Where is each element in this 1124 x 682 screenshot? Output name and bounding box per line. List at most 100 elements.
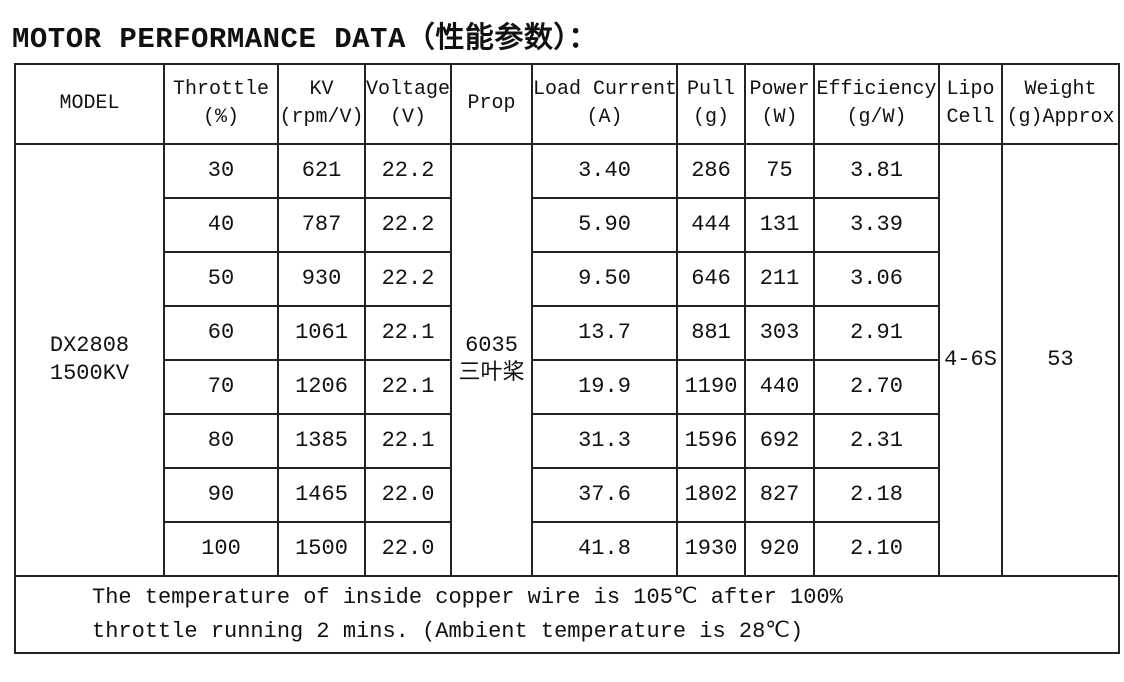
cell-line: KV bbox=[309, 78, 334, 101]
data-cell: 22.2 bbox=[364, 197, 452, 253]
lipo-cell: 4-6S bbox=[938, 143, 1003, 577]
data-row: 90 1465 22.0 37.6 1802 827 2.18 bbox=[15, 467, 1119, 523]
cell-line: 三叶桨 bbox=[458, 361, 525, 386]
data-cell: 1802 bbox=[676, 467, 746, 523]
data-cell: 444 bbox=[676, 197, 746, 253]
cell-line: (W) bbox=[761, 106, 798, 129]
cell-line: Cell bbox=[946, 106, 995, 129]
data-cell: 60 bbox=[163, 305, 279, 361]
data-cell: 920 bbox=[744, 521, 815, 577]
data-cell: 9.50 bbox=[531, 251, 678, 307]
data-cell: 80 bbox=[163, 413, 279, 469]
data-cell: 1930 bbox=[676, 521, 746, 577]
model-cell: DX2808 1500KV bbox=[14, 143, 165, 577]
data-cell: 1465 bbox=[277, 467, 366, 523]
data-cell: 2.10 bbox=[813, 521, 940, 577]
data-row: 80 1385 22.1 31.3 1596 692 2.31 bbox=[15, 413, 1119, 469]
note-cell: The temperature of inside copper wire is… bbox=[14, 575, 1120, 654]
data-cell: 5.90 bbox=[531, 197, 678, 253]
cell-line: (g) bbox=[692, 106, 729, 129]
data-cell: 2.31 bbox=[813, 413, 940, 469]
data-cell: 40 bbox=[163, 197, 279, 253]
cell-line: Lipo bbox=[946, 78, 995, 101]
cell-line: (V) bbox=[389, 106, 426, 129]
cell-line: (%) bbox=[202, 106, 239, 129]
data-cell: 22.2 bbox=[364, 143, 452, 199]
data-cell: 22.1 bbox=[364, 359, 452, 415]
note-row: The temperature of inside copper wire is… bbox=[14, 575, 1120, 654]
data-cell: 881 bbox=[676, 305, 746, 361]
data-cell: 3.81 bbox=[813, 143, 940, 199]
data-cell: 440 bbox=[744, 359, 815, 415]
cell-line: DX2808 bbox=[49, 333, 130, 358]
cell-line: Voltage bbox=[366, 78, 451, 101]
data-cell: 19.9 bbox=[531, 359, 678, 415]
data-cell: 31.3 bbox=[531, 413, 678, 469]
data-cell: 1206 bbox=[277, 359, 366, 415]
data-cell: 3.40 bbox=[531, 143, 678, 199]
data-cell: 41.8 bbox=[531, 521, 678, 577]
cell-line: Pull bbox=[686, 78, 735, 101]
data-cell: 22.1 bbox=[364, 413, 452, 469]
data-cell: 3.06 bbox=[813, 251, 940, 307]
data-cell: 2.18 bbox=[813, 467, 940, 523]
cell-line: (rpm/V) bbox=[279, 106, 364, 129]
data-row: 100 1500 22.0 41.8 1930 920 2.10 bbox=[15, 521, 1119, 577]
data-cell: 50 bbox=[163, 251, 279, 307]
header-cell: Lipo Cell bbox=[938, 63, 1003, 145]
data-row: 60 1061 22.1 13.7 881 303 2.91 bbox=[15, 305, 1119, 361]
cell-line: (g/W) bbox=[846, 106, 907, 129]
data-cell: 1385 bbox=[277, 413, 366, 469]
data-cell: 131 bbox=[744, 197, 815, 253]
data-cell: 1500 bbox=[277, 521, 366, 577]
data-cell: 211 bbox=[744, 251, 815, 307]
cell-line: (g)Approx bbox=[1006, 106, 1115, 129]
data-cell: 2.70 bbox=[813, 359, 940, 415]
cell-line: 1500KV bbox=[49, 361, 130, 386]
data-row: DX2808 1500KV 30 621 22.2 6035 三叶桨 3.40 286 75 3.8… bbox=[14, 143, 1120, 577]
cell-line: Weight bbox=[1024, 78, 1097, 101]
header-cell: Prop bbox=[450, 63, 533, 145]
data-row: 40 787 22.2 5.90 444 131 3.39 bbox=[15, 197, 1119, 253]
header-cell: Load Current (A) bbox=[531, 63, 678, 145]
header-cell: Weight (g)Approx bbox=[1001, 63, 1120, 145]
data-cell: 90 bbox=[163, 467, 279, 523]
header-cell: Throttle (%) bbox=[163, 63, 279, 145]
data-cell: 22.2 bbox=[364, 251, 452, 307]
data-cell: 13.7 bbox=[531, 305, 678, 361]
header-row: MODEL Throttle (%) KV (rpm/V) Voltage (V) Prop L… bbox=[14, 63, 1120, 145]
cell-line: MODEL bbox=[59, 92, 120, 115]
data-cell: 75 bbox=[744, 143, 815, 199]
data-cell: 22.0 bbox=[364, 521, 452, 577]
data-cell: 930 bbox=[277, 251, 366, 307]
header-cell: Voltage (V) bbox=[364, 63, 452, 145]
data-cell: 621 bbox=[277, 143, 366, 199]
header-cell: MODEL bbox=[14, 63, 165, 145]
data-cell: 1190 bbox=[676, 359, 746, 415]
data-cell: 30 bbox=[163, 143, 279, 199]
data-cell: 303 bbox=[744, 305, 815, 361]
header-cell: Power (W) bbox=[744, 63, 815, 145]
header-cell: KV (rpm/V) bbox=[277, 63, 366, 145]
data-cell: 787 bbox=[277, 197, 366, 253]
data-row: 50 930 22.2 9.50 646 211 3.06 bbox=[15, 251, 1119, 307]
data-cell: 37.6 bbox=[531, 467, 678, 523]
data-cell: 2.91 bbox=[813, 305, 940, 361]
data-cell: 1596 bbox=[676, 413, 746, 469]
header-cell: Pull (g) bbox=[676, 63, 746, 145]
data-cell: 100 bbox=[163, 521, 279, 577]
data-cell: 646 bbox=[676, 251, 746, 307]
data-cell: 692 bbox=[744, 413, 815, 469]
prop-cell: 6035 三叶桨 bbox=[450, 143, 533, 577]
data-row: 70 1206 22.1 19.9 1190 440 2.70 bbox=[15, 359, 1119, 415]
data-cell: 3.39 bbox=[813, 197, 940, 253]
page-title: MOTOR PERFORMANCE DATA（性能参数）： bbox=[12, 23, 598, 56]
cell-line: Load Current bbox=[533, 78, 677, 101]
cell-line: Efficiency bbox=[816, 78, 937, 101]
performance-table: MODEL Throttle (%) KV (rpm/V) Voltage (V) Prop L… bbox=[14, 63, 1120, 654]
data-cell: 827 bbox=[744, 467, 815, 523]
weight-cell: 53 bbox=[1001, 143, 1120, 577]
cell-line: The temperature of inside copper wire is… bbox=[92, 584, 843, 610]
data-cell: 22.1 bbox=[364, 305, 452, 361]
